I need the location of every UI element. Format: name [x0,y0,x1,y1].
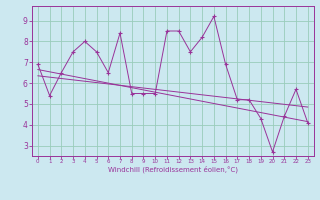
X-axis label: Windchill (Refroidissement éolien,°C): Windchill (Refroidissement éolien,°C) [108,166,238,173]
